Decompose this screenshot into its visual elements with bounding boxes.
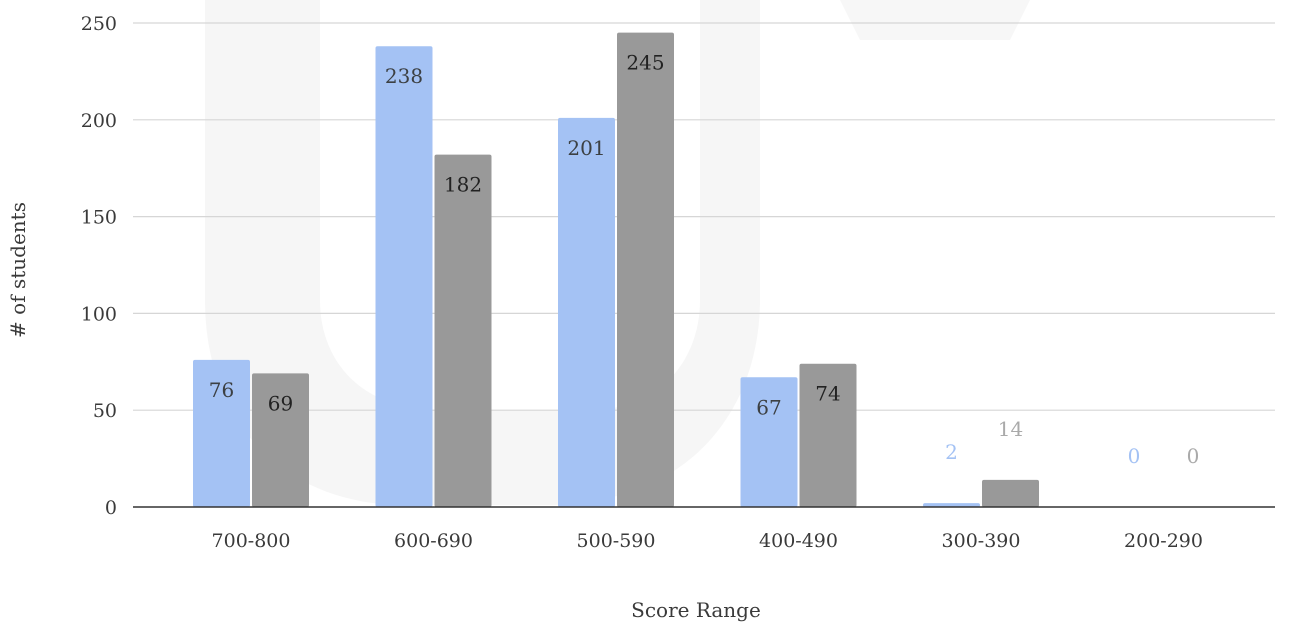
- data-label-series-2-300-390: 14: [998, 417, 1023, 441]
- y-tick-label: 100: [81, 303, 117, 325]
- bar-series-1-600-690: [375, 46, 433, 508]
- bar-series-2-500-590: [617, 32, 674, 508]
- gridlines: [133, 22, 1275, 411]
- x-tick-label: 700-800: [212, 530, 291, 552]
- bar-series-1-400-490: [740, 377, 798, 507]
- bars: [133, 32, 1275, 508]
- y-tick-label: 50: [93, 400, 117, 422]
- data-label-series-1-500-590: 201: [567, 136, 605, 160]
- x-tick-label: 600-690: [394, 530, 473, 552]
- bar-series-2-400-490: [799, 363, 857, 507]
- bar-series-1-700-800: [193, 359, 250, 507]
- data-label-series-1-300-390: 2: [945, 440, 958, 464]
- data-label-series-2-500-590: 245: [626, 51, 664, 75]
- bar-series-2-600-690: [434, 154, 492, 507]
- y-axis-tick-labels: 0 50 100 150 200 250: [81, 13, 117, 519]
- data-label-series-2-700-800: 69: [268, 391, 293, 415]
- bar-series-2-300-390: [982, 479, 1039, 507]
- data-label-series-1-200-290: 0: [1128, 444, 1141, 468]
- x-axis-title: Score Range: [631, 598, 761, 622]
- x-tick-label: 400-490: [759, 530, 838, 552]
- data-label-series-1-600-690: 238: [385, 64, 423, 88]
- data-label-series-2-200-290: 0: [1187, 444, 1200, 468]
- x-tick-label: 300-390: [942, 530, 1021, 552]
- data-label-series-1-700-800: 76: [209, 378, 234, 402]
- y-tick-label: 0: [105, 497, 117, 519]
- x-axis-tick-labels: 700-800 600-690 500-590 400-490 300-390 200-2…: [212, 530, 1203, 552]
- data-label-series-1-400-490: 67: [756, 395, 781, 419]
- y-tick-label: 150: [81, 207, 117, 229]
- x-tick-label: 200-290: [1124, 530, 1203, 552]
- bar-series-1-300-390: [923, 503, 980, 507]
- data-label-series-2-600-690: 182: [444, 173, 482, 197]
- data-labels: 76 69 238 182 201 245 67 74 2 14 0 0: [209, 51, 1200, 468]
- bar-series-2-700-800: [252, 373, 309, 507]
- y-axis-title: # of students: [6, 202, 30, 338]
- y-tick-label: 200: [81, 110, 117, 132]
- bar-series-1-500-590: [558, 117, 615, 507]
- data-label-series-2-400-490: 74: [815, 382, 840, 406]
- x-tick-label: 500-590: [577, 530, 656, 552]
- y-tick-label: 250: [81, 13, 117, 35]
